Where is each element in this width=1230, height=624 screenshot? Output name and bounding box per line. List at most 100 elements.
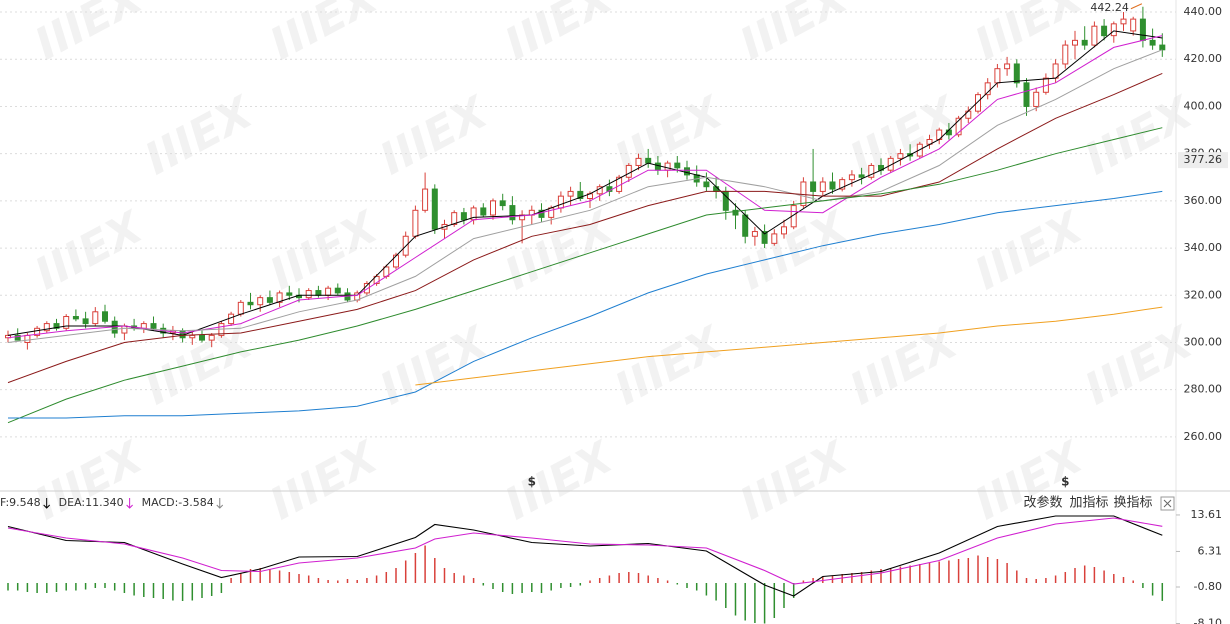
macd-line [7,515,1163,597]
event-marker: $ [1061,475,1069,489]
candle-body [645,157,652,164]
candle-body [412,209,419,237]
candle-body [810,181,817,192]
event-marker: $ [528,475,536,489]
candle-body [237,301,244,315]
candle-body [684,167,690,176]
last-price-box [1178,152,1228,169]
indicator-button[interactable]: 改参数 [1023,495,1062,511]
candle-body [373,275,380,284]
candle-body [315,290,322,296]
candle-body [189,334,196,339]
candle-body [771,233,778,244]
candle-body [480,207,487,216]
candle-body [557,195,564,209]
candle-body [499,200,506,207]
candle-body [1081,39,1088,46]
candle-body [1110,23,1117,37]
candle-body [150,323,157,329]
moving-average-line [8,190,1163,419]
candle-body [625,164,632,178]
candle-body [140,323,147,329]
candle-body [509,205,516,221]
moving-average-line [7,30,1163,336]
candle-body [635,157,642,166]
moving-average-line [7,72,1163,384]
candle-body [266,297,273,303]
annotation-pointer [1130,3,1143,10]
legend-label: F:9.548 [0,496,41,509]
moving-average-line [7,49,1163,343]
price-panel: 260.00280.00300.00320.00340.00360.00380.… [0,1,1228,489]
y-tick-label: 13.61 [1191,508,1223,521]
candle-body [984,82,991,96]
candle-body [1062,44,1069,65]
candle-body [1130,18,1137,32]
y-tick-label: 420.00 [1184,52,1223,65]
candle-body [1004,63,1011,70]
candle-body [1120,18,1127,25]
candle-body [654,162,661,171]
candle-body [179,330,186,339]
y-tick-label: 260.00 [1184,430,1223,443]
candle-body [781,226,787,235]
legend-arrow [216,498,224,509]
candle-body [1072,39,1078,46]
y-tick-label: 6.31 [1198,544,1223,557]
candle-body [199,334,205,341]
candle-body [92,311,99,325]
candle-body [24,334,31,343]
candle-body [819,181,826,192]
legend-label: DEA:11.340 [59,496,124,509]
candle-body [34,327,41,336]
candle-body [751,231,758,237]
high-annotation: 442.24 [1090,1,1129,14]
candle-body [72,316,79,320]
candle-body [761,231,768,244]
y-tick-label: 300.00 [1184,335,1223,348]
close-icon [1163,499,1172,508]
candle-body [490,200,496,216]
candle-body [848,174,855,181]
candle-body [1013,63,1020,84]
y-tick-label: 360.00 [1184,194,1223,207]
candle-body [829,181,836,190]
indicator-button[interactable]: 加指标 [1069,496,1108,511]
candle-body [422,188,429,211]
candle-body [451,212,458,225]
candle-body [538,209,545,218]
candle-body [325,287,332,296]
candle-body [868,164,875,178]
y-tick-label: 280.00 [1184,383,1223,396]
moving-average-line [7,127,1163,424]
candle-body [1139,18,1146,41]
y-tick-label: 400.00 [1184,99,1223,112]
indicator-button[interactable]: 换指标 [1113,496,1152,511]
moving-average-line [415,306,1163,386]
candle-body [305,290,312,299]
legend-arrow [126,498,133,509]
candle-body [257,297,264,306]
candle-body [742,214,749,237]
candle-body [567,190,574,197]
candle-body [431,188,438,230]
candle-body [839,179,846,190]
candle-body [53,323,60,329]
candle-body [1149,39,1156,46]
candle-body [548,207,555,218]
macd-line [7,517,1163,585]
macd-panel: -8.10 -0.80 6.31 13.61 F:9.548 DEA:11.340 MACD… [0,495,1222,624]
candle-body [664,162,671,171]
candle-body [975,94,981,112]
candle-body [1052,63,1059,79]
candle-body [897,153,904,159]
candle-body [674,162,681,169]
candle-body [1091,25,1098,46]
candle-body [732,209,739,216]
candle-body [208,334,215,341]
y-tick-label: 440.00 [1184,5,1223,18]
candle-body [276,292,283,303]
legend-arrow [43,498,51,509]
y-tick-label: -0.80 [1194,580,1222,593]
